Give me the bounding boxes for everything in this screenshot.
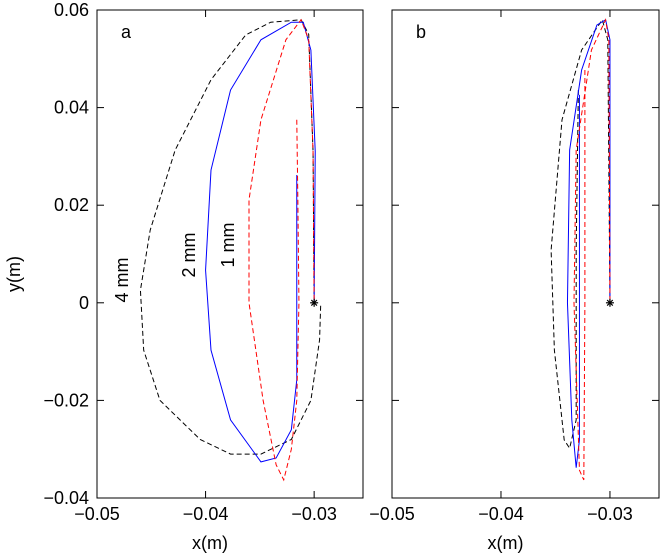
y-tick-label: −0.04 (43, 488, 89, 508)
x-tick-label: −0.05 (369, 504, 415, 524)
y-tick-label: 0 (79, 293, 89, 313)
start-marker (605, 298, 614, 307)
panel-label: b (416, 22, 426, 42)
plot-frame (391, 9, 660, 499)
start-marker-stroke (606, 299, 614, 307)
start-marker (310, 298, 319, 307)
trajectory (248, 18, 315, 482)
y-tick-label: 0.06 (54, 0, 89, 20)
annotation: 2 mm (179, 233, 199, 278)
y-tick-label: −0.02 (43, 390, 89, 410)
x-axis-label: x(m) (488, 533, 524, 553)
x-tick-label: −0.03 (587, 504, 633, 524)
x-tick-label: −0.03 (291, 504, 337, 524)
x-tick-label: −0.04 (183, 504, 229, 524)
y-axis-label: y(m) (4, 256, 24, 292)
x-tick-label: −0.05 (74, 504, 120, 524)
x-tick-label: −0.04 (478, 504, 524, 524)
y-tick-label: 0.02 (54, 195, 89, 215)
trajectory (566, 18, 611, 468)
trajectory (550, 18, 611, 450)
y-tick-label: 0.04 (54, 98, 89, 118)
x-axis-label: x(m) (192, 533, 228, 553)
annotation: 4 mm (112, 258, 132, 303)
start-marker-stroke (310, 299, 318, 307)
plot-frame (96, 9, 364, 499)
panel-label: a (121, 22, 132, 42)
trajectory (573, 18, 611, 481)
annotation: 1 mm (218, 223, 238, 268)
